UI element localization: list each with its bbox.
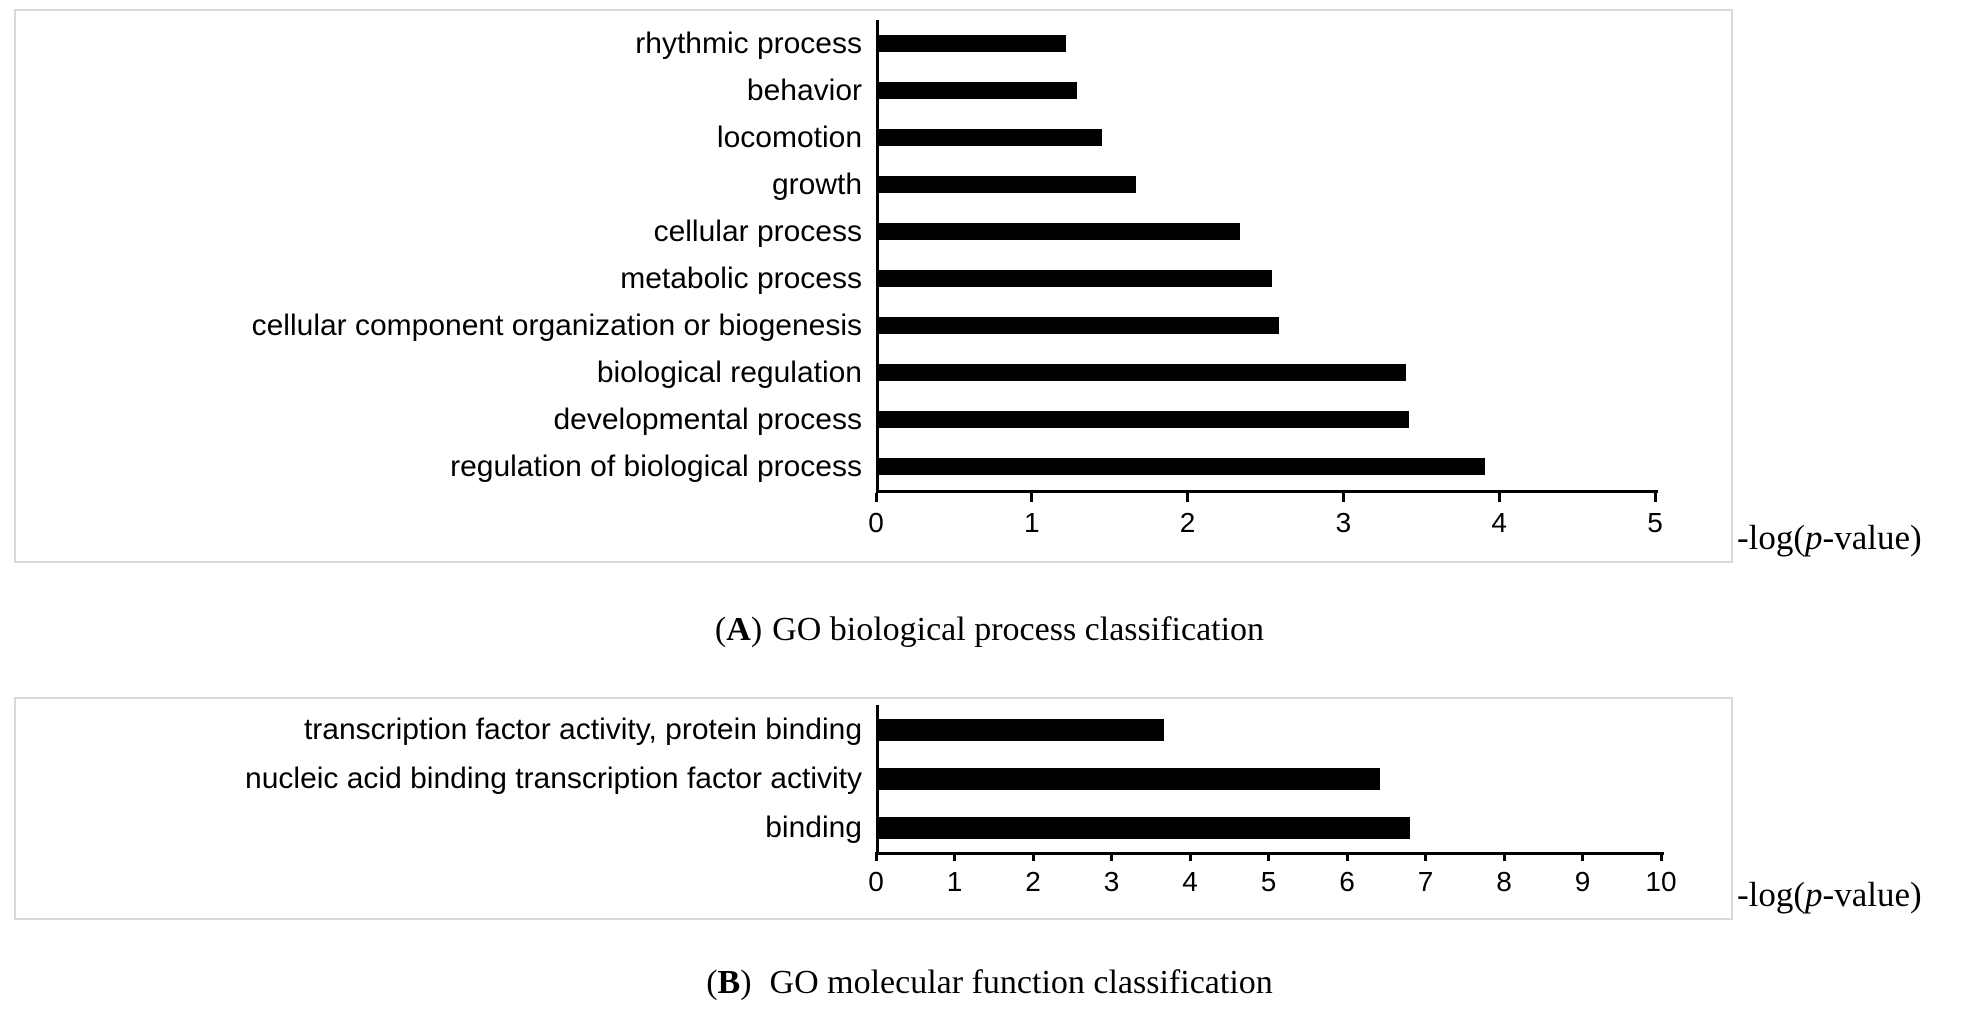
caption-a-letter: A (726, 611, 751, 648)
bar (879, 317, 1280, 334)
category-label: developmental process (553, 402, 862, 436)
x-tick-mark (1110, 852, 1113, 861)
x-axis-unit-label-a: -log(p-value) (1737, 520, 1922, 555)
bar (879, 82, 1077, 99)
category-labels-a: rhythmic process behavior locomotion growth… (16, 20, 862, 490)
x-tick-mark (1031, 852, 1035, 861)
bar (879, 364, 1406, 381)
x-tick-mark (1497, 493, 1501, 502)
caption-a-text: GO biological process classification (772, 611, 1265, 648)
x-tick-mark (1345, 852, 1349, 861)
x-tick-label: 2 (1025, 866, 1041, 897)
x-tick-mark (874, 493, 878, 502)
caption-b-close-paren: ) (740, 964, 752, 1001)
x-tick-label: 7 (1417, 866, 1434, 897)
bar-row (879, 302, 1658, 349)
category-label: binding (765, 810, 862, 844)
category-label: cellular component organization or bioge… (251, 308, 862, 342)
x-tick-mark (874, 852, 878, 861)
x-tick-mark (1188, 852, 1192, 861)
x-tick-mark (1424, 852, 1427, 861)
x-tick-mark (1659, 852, 1663, 861)
x-axis-unit-label-b: -log(p-value) (1737, 877, 1922, 912)
caption-b-text: GO molecular function classification (769, 964, 1273, 1001)
bar-row (879, 67, 1658, 114)
x-axis-ticks-b: 0 1 2 3 4 5 6 7 8 9 10 (868, 852, 1677, 912)
caption-b-open-paren: ( (706, 964, 718, 1001)
x-tick-label: 3 (1103, 866, 1120, 897)
bar-row (879, 161, 1658, 208)
x-tick-label: 2 (1179, 507, 1196, 538)
caption-b: (B) GO molecular function classification (0, 963, 1979, 1004)
x-tick-label: 4 (1182, 866, 1198, 897)
x-tick-mark (1030, 493, 1034, 502)
x-tick-label: 6 (1339, 866, 1355, 897)
bar-row (879, 443, 1658, 490)
caption-a-open-paren: ( (714, 611, 727, 648)
bar-row (879, 396, 1658, 443)
x-tick-label: 8 (1496, 866, 1512, 897)
plot-area-b (876, 705, 1664, 855)
bar-row (879, 114, 1658, 161)
category-label: metabolic process (620, 261, 862, 295)
x-tick-mark (1581, 852, 1584, 861)
x-tick-label: 3 (1335, 507, 1352, 538)
x-tick-mark (1653, 493, 1657, 502)
category-label: nucleic acid binding transcription facto… (245, 761, 862, 795)
x-tick-label: 10 (1645, 866, 1677, 897)
caption-a: (A) GO biological process classification (0, 610, 1979, 651)
category-label: cellular process (653, 214, 862, 248)
bar (879, 718, 1164, 741)
x-tick-mark (953, 852, 956, 861)
bar (879, 223, 1241, 240)
bar-row (879, 803, 1664, 852)
category-label: rhythmic process (635, 26, 862, 60)
bar (879, 176, 1137, 193)
bar-row (879, 255, 1658, 302)
x-tick-mark (1502, 852, 1506, 861)
x-axis-unit-pre: -log( (1737, 518, 1806, 557)
category-labels-b: transcription factor activity, protein b… (16, 705, 862, 852)
bar (879, 458, 1486, 475)
chart-panel-biological-process: rhythmic process behavior locomotion growth… (14, 9, 1733, 563)
category-label: behavior (746, 73, 862, 107)
bar-row (879, 705, 1664, 754)
bar (879, 129, 1102, 146)
x-axis-ticks-a: 0 1 2 3 4 5 (868, 493, 1663, 553)
bar (879, 767, 1380, 790)
caption-a-close-paren: ) (750, 611, 763, 648)
caption-b-letter: B (717, 964, 741, 1001)
x-axis-unit-italic-p: p (1805, 875, 1823, 914)
bar (879, 35, 1066, 52)
bar (879, 270, 1272, 287)
plot-area-a (876, 20, 1658, 493)
bar (879, 411, 1409, 428)
category-label: locomotion (716, 120, 862, 154)
x-axis-unit-pre: -log( (1737, 875, 1806, 914)
x-tick-label: 1 (946, 866, 963, 897)
x-tick-label: 9 (1574, 866, 1591, 897)
bar-row (879, 208, 1658, 255)
bar-row (879, 349, 1658, 396)
x-tick-label: 0 (868, 507, 884, 538)
x-axis-unit-italic-p: p (1805, 518, 1823, 557)
x-tick-label: 1 (1024, 507, 1040, 538)
x-tick-label: 5 (1647, 507, 1663, 538)
x-tick-label: 5 (1260, 866, 1277, 897)
x-axis-unit-post: -value) (1822, 518, 1922, 557)
category-label: regulation of biological process (450, 449, 862, 483)
category-label: biological regulation (596, 355, 862, 389)
bar-row (879, 754, 1664, 803)
x-tick-mark (1341, 493, 1345, 502)
x-axis-unit-post: -value) (1822, 875, 1922, 914)
x-tick-label: 0 (868, 866, 884, 897)
bar (879, 816, 1411, 839)
x-tick-mark (1267, 852, 1270, 861)
chart-panel-molecular-function: transcription factor activity, protein b… (14, 697, 1733, 920)
x-tick-mark (1186, 493, 1190, 502)
category-label: transcription factor activity, protein b… (303, 712, 862, 746)
category-label: growth (771, 167, 862, 201)
x-tick-label: 4 (1491, 507, 1507, 538)
bar-row (879, 20, 1658, 67)
